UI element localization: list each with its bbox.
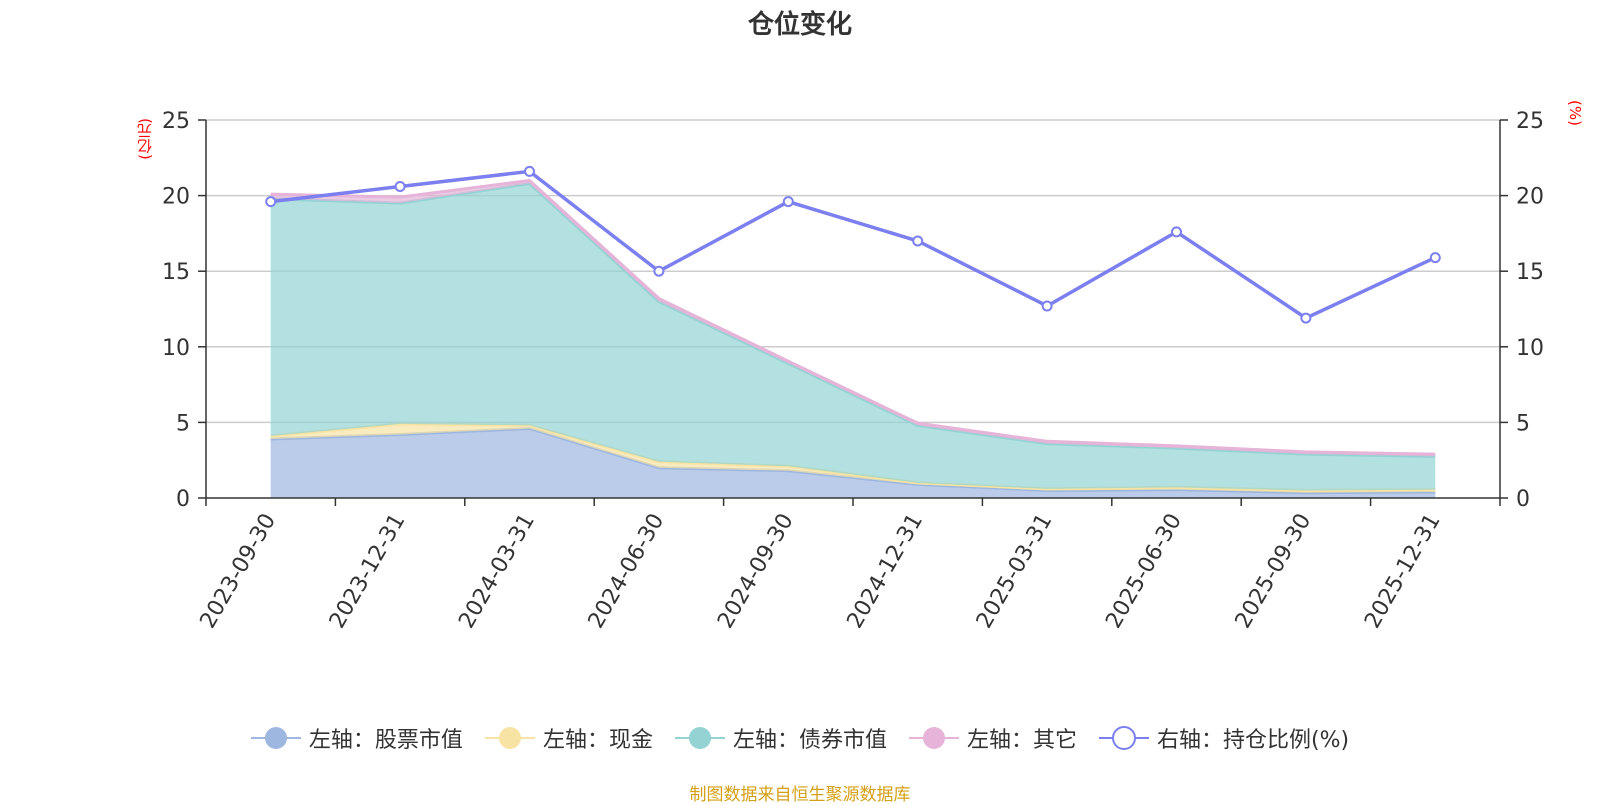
- legend-label-bond: 左轴：债券市值: [732, 728, 887, 753]
- left-y-tick-label: 5: [176, 411, 190, 436]
- legend-item-other[interactable]: 左轴：其它: [908, 722, 1077, 754]
- area-series-1: [270, 423, 1436, 493]
- right-y-tick-label: 0: [1516, 487, 1530, 512]
- legend-item-ratio[interactable]: 右轴：持仓比例(%): [1098, 722, 1350, 754]
- x-tick-label: 2024-09-30: [713, 510, 799, 633]
- x-tick-label: 2023-12-31: [325, 509, 411, 632]
- legend-item-cash[interactable]: 左轴：现金: [484, 722, 653, 754]
- right-y-tick-label: 10: [1516, 336, 1544, 361]
- x-tick-label: 2025-12-31: [1360, 510, 1446, 633]
- legend-item-stock[interactable]: 左轴：股票市值: [250, 722, 463, 754]
- x-tick-label: 2024-06-30: [584, 510, 670, 633]
- legend-marker-stock-icon: [250, 727, 301, 749]
- ratio-line: [265, 165, 1441, 324]
- x-tick-label: 2025-09-30: [1231, 510, 1317, 633]
- area-edge-series-3: [270, 178, 1436, 456]
- legend-marker-other-icon: [908, 727, 959, 749]
- legend-label-ratio: 右轴：持仓比例(%): [1156, 728, 1350, 753]
- legend-marker-ratio-icon: [1098, 726, 1149, 750]
- legend-item-bond[interactable]: 左轴：债券市值: [674, 722, 887, 754]
- source-note: 制图数据来自恒生聚源数据库: [689, 785, 911, 805]
- legend-marker-bond-icon: [674, 727, 725, 749]
- legend-label-stock: 左轴：股票市值: [308, 728, 463, 753]
- right-axis-unit: (%): [1566, 100, 1584, 126]
- area-series-0: [270, 428, 1436, 498]
- ratio-point: [394, 181, 406, 193]
- ratio-point: [1041, 300, 1053, 312]
- area-series-2: [270, 183, 1436, 491]
- right-y-tick-label: 20: [1516, 185, 1544, 210]
- right-y-tick-label: 25: [1516, 109, 1544, 134]
- x-tick-label: 2024-12-31: [843, 509, 929, 632]
- ratio-point: [1429, 252, 1441, 264]
- ratio-point: [265, 196, 277, 208]
- x-tick-label: 2025-03-31: [972, 510, 1058, 633]
- x-tick-label: 2023-09-30: [196, 510, 282, 633]
- ratio-point: [912, 235, 924, 247]
- stacked-areas: [270, 178, 1436, 498]
- legend: 左轴：股票市值 左轴：现金 左轴：债券市值 左轴：其它 右轴：持仓比例(%): [0, 722, 1600, 754]
- legend-marker-cash-icon: [484, 727, 535, 749]
- right-y-tick-label: 15: [1516, 260, 1544, 285]
- ratio-line-path: [270, 169, 1437, 321]
- chart-title: 仓位变化: [747, 10, 852, 40]
- left-y-tick-label: 0: [176, 487, 190, 512]
- left-y-tick-label: 25: [162, 109, 190, 134]
- x-tick-label: 2024-03-31: [454, 510, 540, 633]
- left-y-tick-label: 15: [162, 260, 190, 285]
- ratio-point: [524, 165, 535, 177]
- legend-label-cash: 左轴：现金: [542, 728, 653, 753]
- x-tick-label: 2025-06-30: [1101, 510, 1187, 633]
- left-y-tick-label: 20: [162, 185, 190, 210]
- ratio-point: [1300, 312, 1312, 324]
- ratio-point: [653, 265, 665, 277]
- ratio-point: [1171, 226, 1182, 238]
- legend-label-other: 左轴：其它: [966, 728, 1077, 753]
- position-change-chart: 0 0 5 5 10 10 15 15 20 20 25 25 2023-09-30 2023-12-31…: [162, 109, 1544, 633]
- ratio-point: [782, 196, 794, 208]
- left-y-tick-label: 10: [162, 336, 190, 361]
- right-y-tick-label: 5: [1516, 411, 1530, 436]
